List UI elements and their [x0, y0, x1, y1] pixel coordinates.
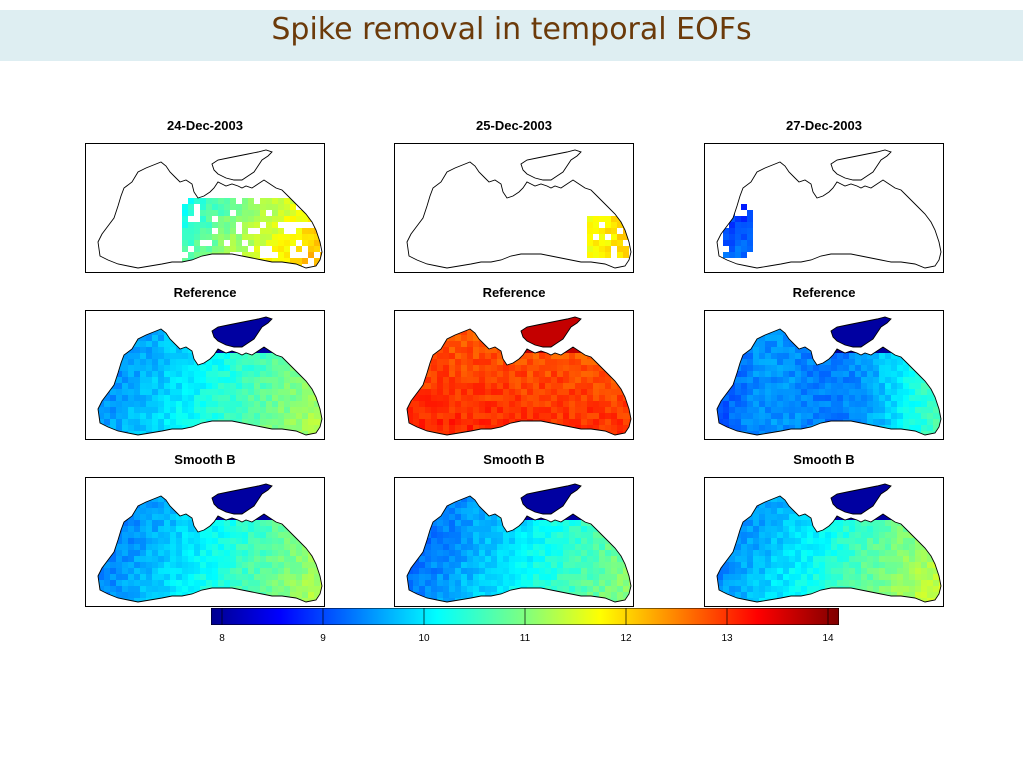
map-raw-27dec [704, 143, 944, 273]
black-sea-coastline [716, 495, 942, 603]
sst-field [723, 204, 753, 258]
azov-sea-coastline [830, 149, 892, 181]
map-reference-27dec [704, 310, 944, 440]
map-reference-25dec [394, 310, 634, 440]
azov-sea-coastline [211, 483, 273, 515]
colorbar-tick-label: 13 [721, 633, 733, 644]
black-sea-coastline [406, 328, 632, 436]
sst-field [407, 484, 631, 602]
panel-title-smooth-col1: Smooth B [174, 452, 236, 467]
map-smooth-24dec [85, 477, 325, 607]
sst-field [587, 216, 629, 258]
colorbar-tick-label: 11 [519, 633, 531, 644]
sst-field [407, 317, 631, 435]
black-sea-coastline [406, 161, 632, 269]
panel-title-smooth-col3: Smooth B [793, 452, 855, 467]
colorbar-tick-label: 9 [320, 633, 326, 644]
azov-sea-coastline [520, 149, 582, 181]
map-reference-24dec [85, 310, 325, 440]
map-raw-24dec [85, 143, 325, 273]
panel-title-reference-col2: Reference [482, 285, 546, 300]
colorbar-tick-label: 8 [219, 633, 225, 644]
azov-sea-coastline [830, 483, 892, 515]
sst-field [98, 317, 322, 435]
azov-sea-coastline [520, 483, 582, 515]
azov-sea-coastline [211, 149, 273, 181]
title-band [0, 10, 1023, 61]
map-smooth-25dec [394, 477, 634, 607]
azov-sea-coastline [830, 316, 892, 348]
panel-title-reference-col1: Reference [173, 285, 237, 300]
sst-field [98, 484, 322, 602]
black-sea-coastline [97, 328, 323, 436]
panel-title-smooth-col2: Smooth B [483, 452, 545, 467]
black-sea-coastline [97, 161, 323, 269]
black-sea-coastline [716, 161, 942, 269]
azov-sea-coastline [211, 316, 273, 348]
azov-sea-coastline [520, 316, 582, 348]
slide-title: Spike removal in temporal EOFs [271, 12, 752, 47]
colorbar-tick-label: 12 [620, 633, 632, 644]
black-sea-coastline [406, 495, 632, 603]
colorbar-tick-label: 10 [418, 633, 430, 644]
black-sea-coastline [716, 328, 942, 436]
colorbar [211, 608, 839, 625]
panel-title-reference-col3: Reference [792, 285, 856, 300]
sst-field [717, 317, 941, 435]
map-raw-25dec [394, 143, 634, 273]
black-sea-coastline [97, 495, 323, 603]
panel-title-col2: 25-Dec-2003 [476, 118, 552, 133]
sst-field [182, 198, 322, 268]
sst-field [717, 484, 941, 602]
colorbar-tick-label: 14 [822, 633, 834, 644]
panel-title-col3: 27-Dec-2003 [786, 118, 862, 133]
map-smooth-27dec [704, 477, 944, 607]
panel-title-col1: 24-Dec-2003 [167, 118, 243, 133]
